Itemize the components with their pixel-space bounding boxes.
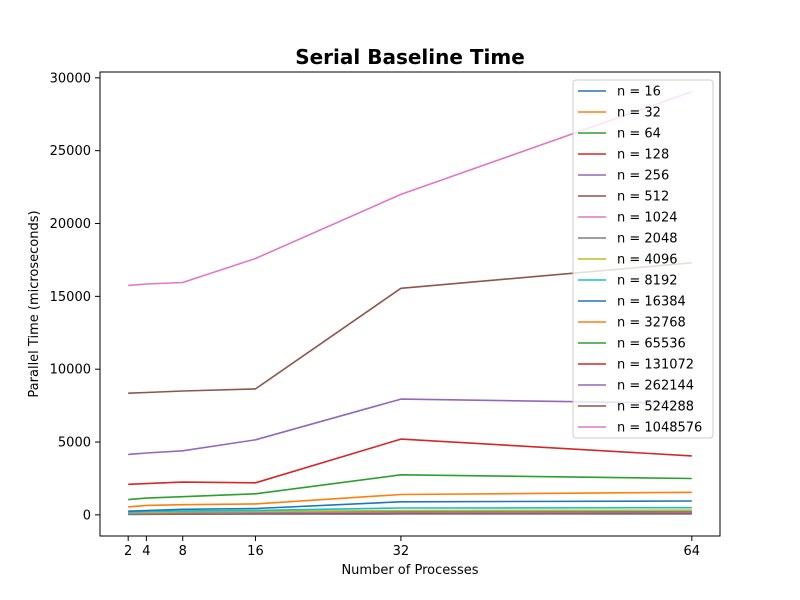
legend-label: n = 1024 [617, 211, 677, 226]
x-tick-label: 4 [142, 544, 150, 559]
y-tick-label: 10000 [50, 363, 91, 378]
y-tick-label: 5000 [58, 436, 91, 451]
legend-label: n = 32768 [617, 316, 686, 331]
legend-label: n = 4096 [617, 253, 677, 268]
y-axis: 0 5000 10000 15000 20000 25000 30000 [50, 71, 100, 523]
series-line [128, 90, 693, 287]
series-line [128, 500, 692, 512]
legend-label: n = 256 [617, 169, 669, 184]
x-axis-label: Number of Processes [341, 563, 478, 578]
x-tick-label: 2 [124, 544, 132, 559]
legend-label: n = 512 [617, 190, 669, 205]
y-tick-label: 25000 [50, 144, 91, 159]
legend-label: n = 32 [617, 106, 661, 121]
legend-label: n = 64 [617, 127, 661, 142]
y-tick-label: 20000 [50, 217, 91, 232]
legend-label: n = 262144 [617, 379, 694, 394]
legend-label: n = 1048576 [617, 421, 702, 436]
x-tick-label: 16 [247, 544, 264, 559]
legend-label: n = 131072 [617, 358, 694, 373]
y-tick-label: 15000 [50, 290, 91, 305]
legend-label: n = 16 [617, 85, 661, 100]
chart-title: Serial Baseline Time [295, 45, 525, 69]
legend-label: n = 8192 [617, 274, 677, 289]
series-lines [128, 90, 693, 516]
series-line [128, 398, 692, 456]
x-tick-label: 8 [179, 544, 187, 559]
legend-box [572, 79, 714, 439]
series-line [128, 262, 692, 394]
y-tick-label: 0 [83, 508, 91, 523]
series-line [128, 438, 692, 486]
x-axis: 2 4 8 16 32 64 [124, 536, 700, 559]
y-axis-label: Parallel Time (microseconds) [27, 210, 42, 397]
legend-label: n = 128 [617, 148, 669, 163]
legend-label: n = 2048 [617, 232, 677, 247]
legend: n = 16 n = 32 n = 64 n = 128 n = 256 n = 512 n… [572, 79, 714, 439]
x-tick-label: 32 [393, 544, 410, 559]
series-line [128, 506, 692, 513]
series-line [128, 473, 692, 501]
y-tick-label: 30000 [50, 71, 91, 86]
legend-label: n = 65536 [617, 337, 686, 352]
legend-label: n = 16384 [617, 295, 686, 310]
legend-label: n = 524288 [617, 400, 694, 415]
x-tick-label: 64 [684, 544, 701, 559]
series-line [128, 491, 692, 508]
